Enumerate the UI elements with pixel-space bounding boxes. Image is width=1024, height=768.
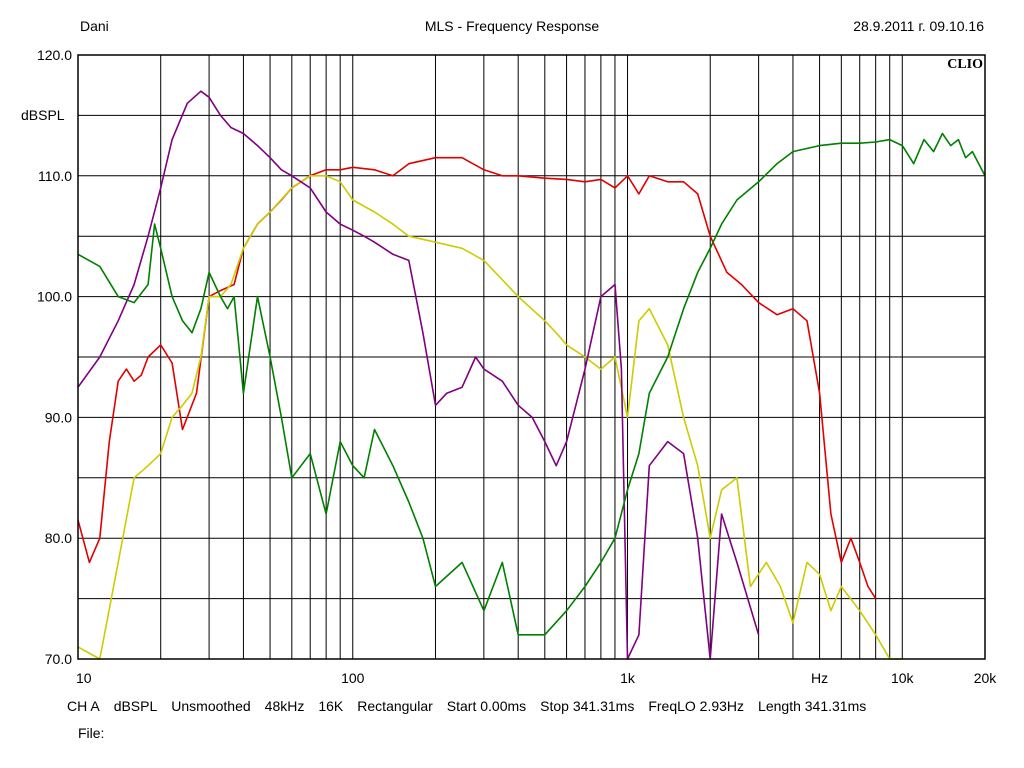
header-user: Dani — [80, 18, 109, 34]
measurement-setting: Start 0.00ms — [446, 698, 527, 714]
measurement-setting: CH A — [67, 698, 100, 714]
x-tick-labels: 10 100 1k Hz 10k 20k — [76, 670, 997, 686]
series-line-4 — [77, 132, 986, 636]
measurement-setting: Unsmoothed — [171, 698, 251, 714]
clio-logo: CLIO — [947, 57, 983, 72]
x-tick-label: 10 — [76, 670, 92, 686]
x-tick-label: 100 — [341, 670, 365, 686]
measurement-setting: Stop 341.31ms — [540, 698, 635, 714]
x-tick-label: 1k — [620, 670, 636, 686]
y-tick-label: 120.0 — [37, 47, 72, 63]
x-tick-label: 10k — [891, 670, 915, 686]
series-line-1 — [77, 156, 877, 600]
y-axis-label: dBSPL — [21, 107, 65, 123]
y-tick-labels: 120.0 110.0 100.0 90.0 80.0 70.0 — [37, 47, 72, 667]
series-group — [77, 90, 986, 660]
measurement-setting: 16K — [318, 698, 344, 714]
measurement-settings: CH A dBSPL Unsmoothed 48kHz 16K Rectangular St… — [67, 698, 880, 714]
series-line-3 — [77, 90, 760, 660]
y-tick-label: 70.0 — [45, 651, 72, 667]
header-timestamp: 28.9.2011 г. 09.10.16 — [853, 18, 984, 34]
measurement-setting: 48kHz — [264, 698, 305, 714]
x-tick-label: 20k — [974, 670, 998, 686]
frequency-response-chart: 120.0 110.0 100.0 90.0 80.0 70.0 10 100 1k Hz 10k… — [21, 47, 997, 686]
series-line-2 — [77, 175, 903, 660]
file-label: File: — [78, 725, 105, 741]
y-tick-label: 110.0 — [38, 168, 72, 184]
measurement-setting: FreqLO 2.93Hz — [648, 698, 745, 714]
y-tick-label: 100.0 — [37, 289, 72, 305]
x-tick-label: Hz — [811, 670, 828, 686]
plot-frame — [77, 54, 986, 660]
measurement-setting: Rectangular — [357, 698, 433, 714]
header-title: MLS - Frequency Response — [424, 18, 600, 34]
measurement-setting: Length 341.31ms — [758, 698, 867, 714]
measurement-setting: dBSPL — [113, 698, 158, 714]
y-tick-label: 80.0 — [45, 530, 72, 546]
y-tick-label: 90.0 — [45, 409, 72, 425]
